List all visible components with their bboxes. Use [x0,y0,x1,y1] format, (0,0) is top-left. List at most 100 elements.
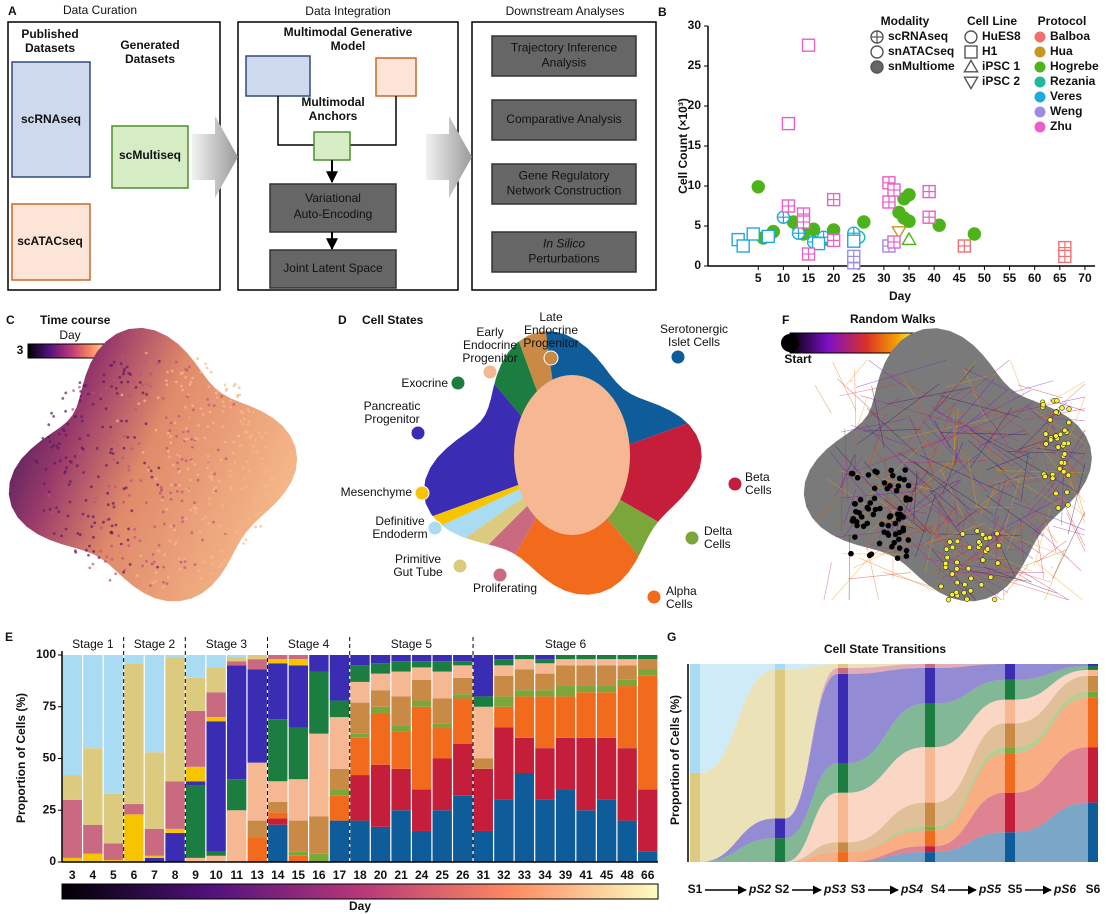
umap-cell [212,404,216,407]
x-tick-label: 45 [600,868,614,882]
panel-title: Cell States [362,313,424,327]
marker-shape [761,229,776,244]
flow-ribbon [935,832,1005,862]
walk-path [937,488,942,541]
start-cell [897,511,904,518]
bar-segment [391,731,411,769]
umap-cell [193,563,197,566]
bar-segment [165,657,185,782]
umap-cell [133,436,137,439]
umap-cell [168,455,172,459]
umap-cell [84,499,88,502]
end-cell [960,531,966,537]
state-block [838,852,848,862]
bar-segment [247,820,267,838]
umap-cell [207,403,211,407]
bar-segment [288,655,309,660]
model-label: Model [331,39,366,53]
umap-cell [134,386,138,389]
umap-cell [138,539,142,543]
marker-shape [857,215,871,229]
bar-segment [247,837,267,862]
bar-segment [535,748,555,800]
walk-path [890,487,963,527]
bar-segment [432,698,452,724]
umap-cell [88,566,92,570]
flow-ribbon [785,763,838,862]
bar-segment [350,737,370,776]
x-tick-label: 10 [209,868,223,882]
umap-cell [246,430,249,434]
panel-letter: B [658,5,667,19]
walk-path [1033,410,1086,444]
state-label: Serotonergic [660,322,728,336]
walk-path [885,507,927,514]
flow-ribbon [935,699,1005,803]
umap-cell [41,436,45,440]
point [791,226,806,240]
x-tick-label: 66 [641,868,655,882]
umap-cell [42,482,46,486]
umap-cell [74,415,78,418]
walk-path [897,451,994,516]
bar-segment [638,789,658,852]
walk-path [940,378,995,443]
state-block [1088,697,1098,748]
point [887,183,901,197]
umap-cell [93,501,96,504]
bar-segment [206,655,226,668]
walk-path [1063,443,1086,517]
bar-segment [62,655,82,776]
data-box [111,125,189,189]
bar-segment [144,752,165,829]
umap-cell [165,383,169,387]
flow-ribbon [848,667,925,763]
point [826,192,841,207]
umap-cell [133,380,136,384]
bar-segment [288,820,309,852]
end-cell [984,546,991,552]
umap-cell [110,531,114,535]
state-region [423,468,565,578]
walk-path [951,408,959,469]
umap-cell [173,421,177,425]
section-title: Data Integration [305,4,390,18]
state-label: Mesenchyme [341,485,413,499]
umap-cell [147,465,151,469]
umap-cell [207,462,211,466]
end-cell [974,528,980,534]
umap-cell [90,430,94,434]
umap-cell [162,565,166,569]
x-tick-label: 5 [110,868,117,882]
umap-cell [170,483,174,487]
umap-cell [86,514,90,518]
start-cell [858,514,865,520]
bar-segment [596,686,617,693]
umap-cell [229,406,233,409]
start-cell [887,513,894,519]
bar-segment [473,830,493,862]
walk-path [892,508,987,541]
walk-path [902,473,951,522]
umap-cell [92,535,95,539]
umap-cell [105,518,109,522]
umap-cell [212,491,215,494]
bar-segment [83,748,103,825]
bar-segment [165,655,185,658]
walk-path [940,432,1028,435]
umap-cell [102,373,106,377]
umap-cell [156,396,160,400]
walk-path [886,386,972,405]
marker-shape [870,60,884,74]
flow-ribbon [700,818,775,862]
bar-segment [453,661,473,666]
start-cell [854,522,860,529]
umap-cell [63,471,67,475]
start-cell [872,506,879,513]
marker-shape [746,227,760,241]
umap-cell [222,404,226,408]
umap-cell [240,487,244,491]
umap-cell [229,487,233,491]
bar-segment [535,690,555,697]
bar-segment [596,737,617,800]
